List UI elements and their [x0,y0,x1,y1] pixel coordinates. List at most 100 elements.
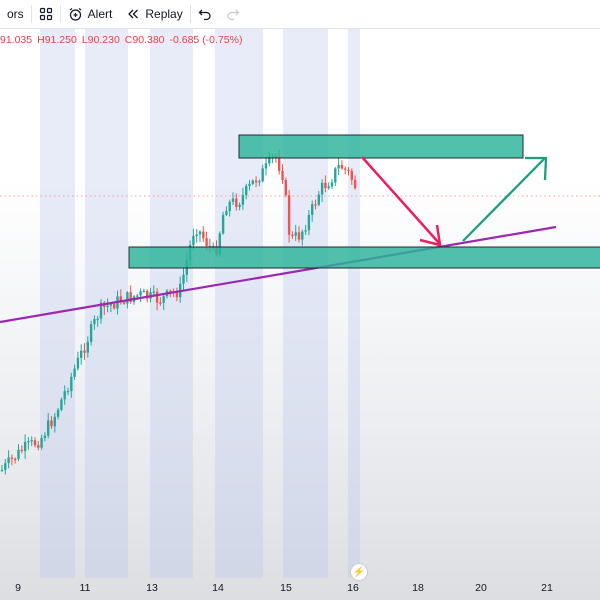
candle-body [248,183,251,186]
candle-body [136,295,139,297]
candle-body [330,182,334,187]
candle-body [53,416,56,427]
legend-close: C90.380 [124,34,165,46]
candle-body [324,182,327,189]
alert-button[interactable]: Alert [61,0,120,28]
candle-body [264,163,268,169]
alarm-clock-plus-icon [68,7,83,22]
candle-body [192,235,195,246]
candle-body [347,169,350,171]
candle-body [139,291,142,296]
candle-body [241,194,245,205]
candle-body [337,164,340,169]
candle-body [113,304,116,309]
candle-body [152,291,155,293]
candle-body [340,164,344,169]
candle-body [129,292,132,302]
candle-body [327,186,330,189]
support-zone [128,246,600,269]
toolbar-divider [189,5,191,23]
undo-icon [198,7,212,21]
candle-body [14,458,17,461]
legend-open: 91.035 [0,34,33,46]
candle-body [80,350,83,358]
candle-body [126,292,129,304]
alert-label: Alert [87,7,113,21]
candle-body [311,204,314,215]
candle-body [73,368,76,377]
x-tick-label: 15 [280,582,292,594]
indicators-button[interactable]: ors [0,0,31,28]
layout-grid-icon [39,7,53,21]
candle-body [307,214,311,231]
candle-body [40,437,43,448]
candle-body [155,291,159,303]
candle-body [344,168,347,170]
candle-body [291,234,294,236]
x-tick-label: 18 [412,582,424,594]
candle-body [17,449,20,460]
candle-body [258,181,261,183]
projected-rebound-arrow [462,157,546,242]
candle-body [334,168,337,183]
candle-body [297,232,301,240]
candle-body [254,180,258,183]
x-tick-label: 9 [15,582,21,594]
candle-body [60,399,63,410]
resistance-zone [238,134,524,159]
candle-body [109,304,113,306]
candle-body [83,350,86,353]
session-band [40,29,75,578]
x-tick-label: 13 [146,582,158,594]
projected-drop-arrowhead [419,224,442,247]
candle-body [76,357,80,369]
candle-body [221,214,225,234]
layout-button[interactable] [32,0,60,28]
candle-body [99,302,103,319]
candle-body [314,204,317,206]
x-tick-label: 20 [475,582,487,594]
legend-change: -0.685 (-0.75%) [169,34,243,46]
candle-body [353,179,357,189]
candle-body [33,440,37,446]
replay-icon [126,7,140,21]
candle-body [320,182,324,195]
candle-body [142,290,146,293]
replay-label: Replay [145,7,183,21]
x-tick-label: 21 [541,582,553,594]
indicators-label: ors [7,7,24,21]
legend-low: L90.230 [81,34,120,46]
candle-body [205,238,208,246]
session-band [150,29,193,578]
candle-body [162,296,165,303]
candle-body [202,231,205,239]
projected-drop-arrow [361,156,440,244]
candle-body [66,391,70,393]
candle-body [119,296,122,303]
undo-button[interactable] [191,0,219,28]
candle-body [106,305,109,308]
x-tick-label: 14 [212,582,224,594]
candle-body [63,391,66,400]
replay-button[interactable]: Replay [119,0,189,28]
candle-body [287,195,291,235]
lightning-icon[interactable]: ⚡ [350,563,368,581]
candle-body [294,232,297,236]
redo-button[interactable] [219,0,247,28]
candle-body [235,198,238,207]
candle-body [86,341,89,353]
session-band [283,29,328,578]
candle-body [238,204,241,207]
time-axis: 9 11 13 14 15 16 18 20 21 [0,578,600,600]
candle-body [175,292,179,298]
price-chart[interactable] [0,29,600,578]
candle-body [225,210,228,215]
x-tick-label: 16 [347,582,359,594]
candle-body [37,445,40,448]
legend-high: H91.250 [37,34,77,46]
candle-body [182,274,185,284]
candle-body [30,440,33,442]
candle-body [4,463,7,470]
candle-body [0,469,4,472]
candle-body [304,230,307,232]
